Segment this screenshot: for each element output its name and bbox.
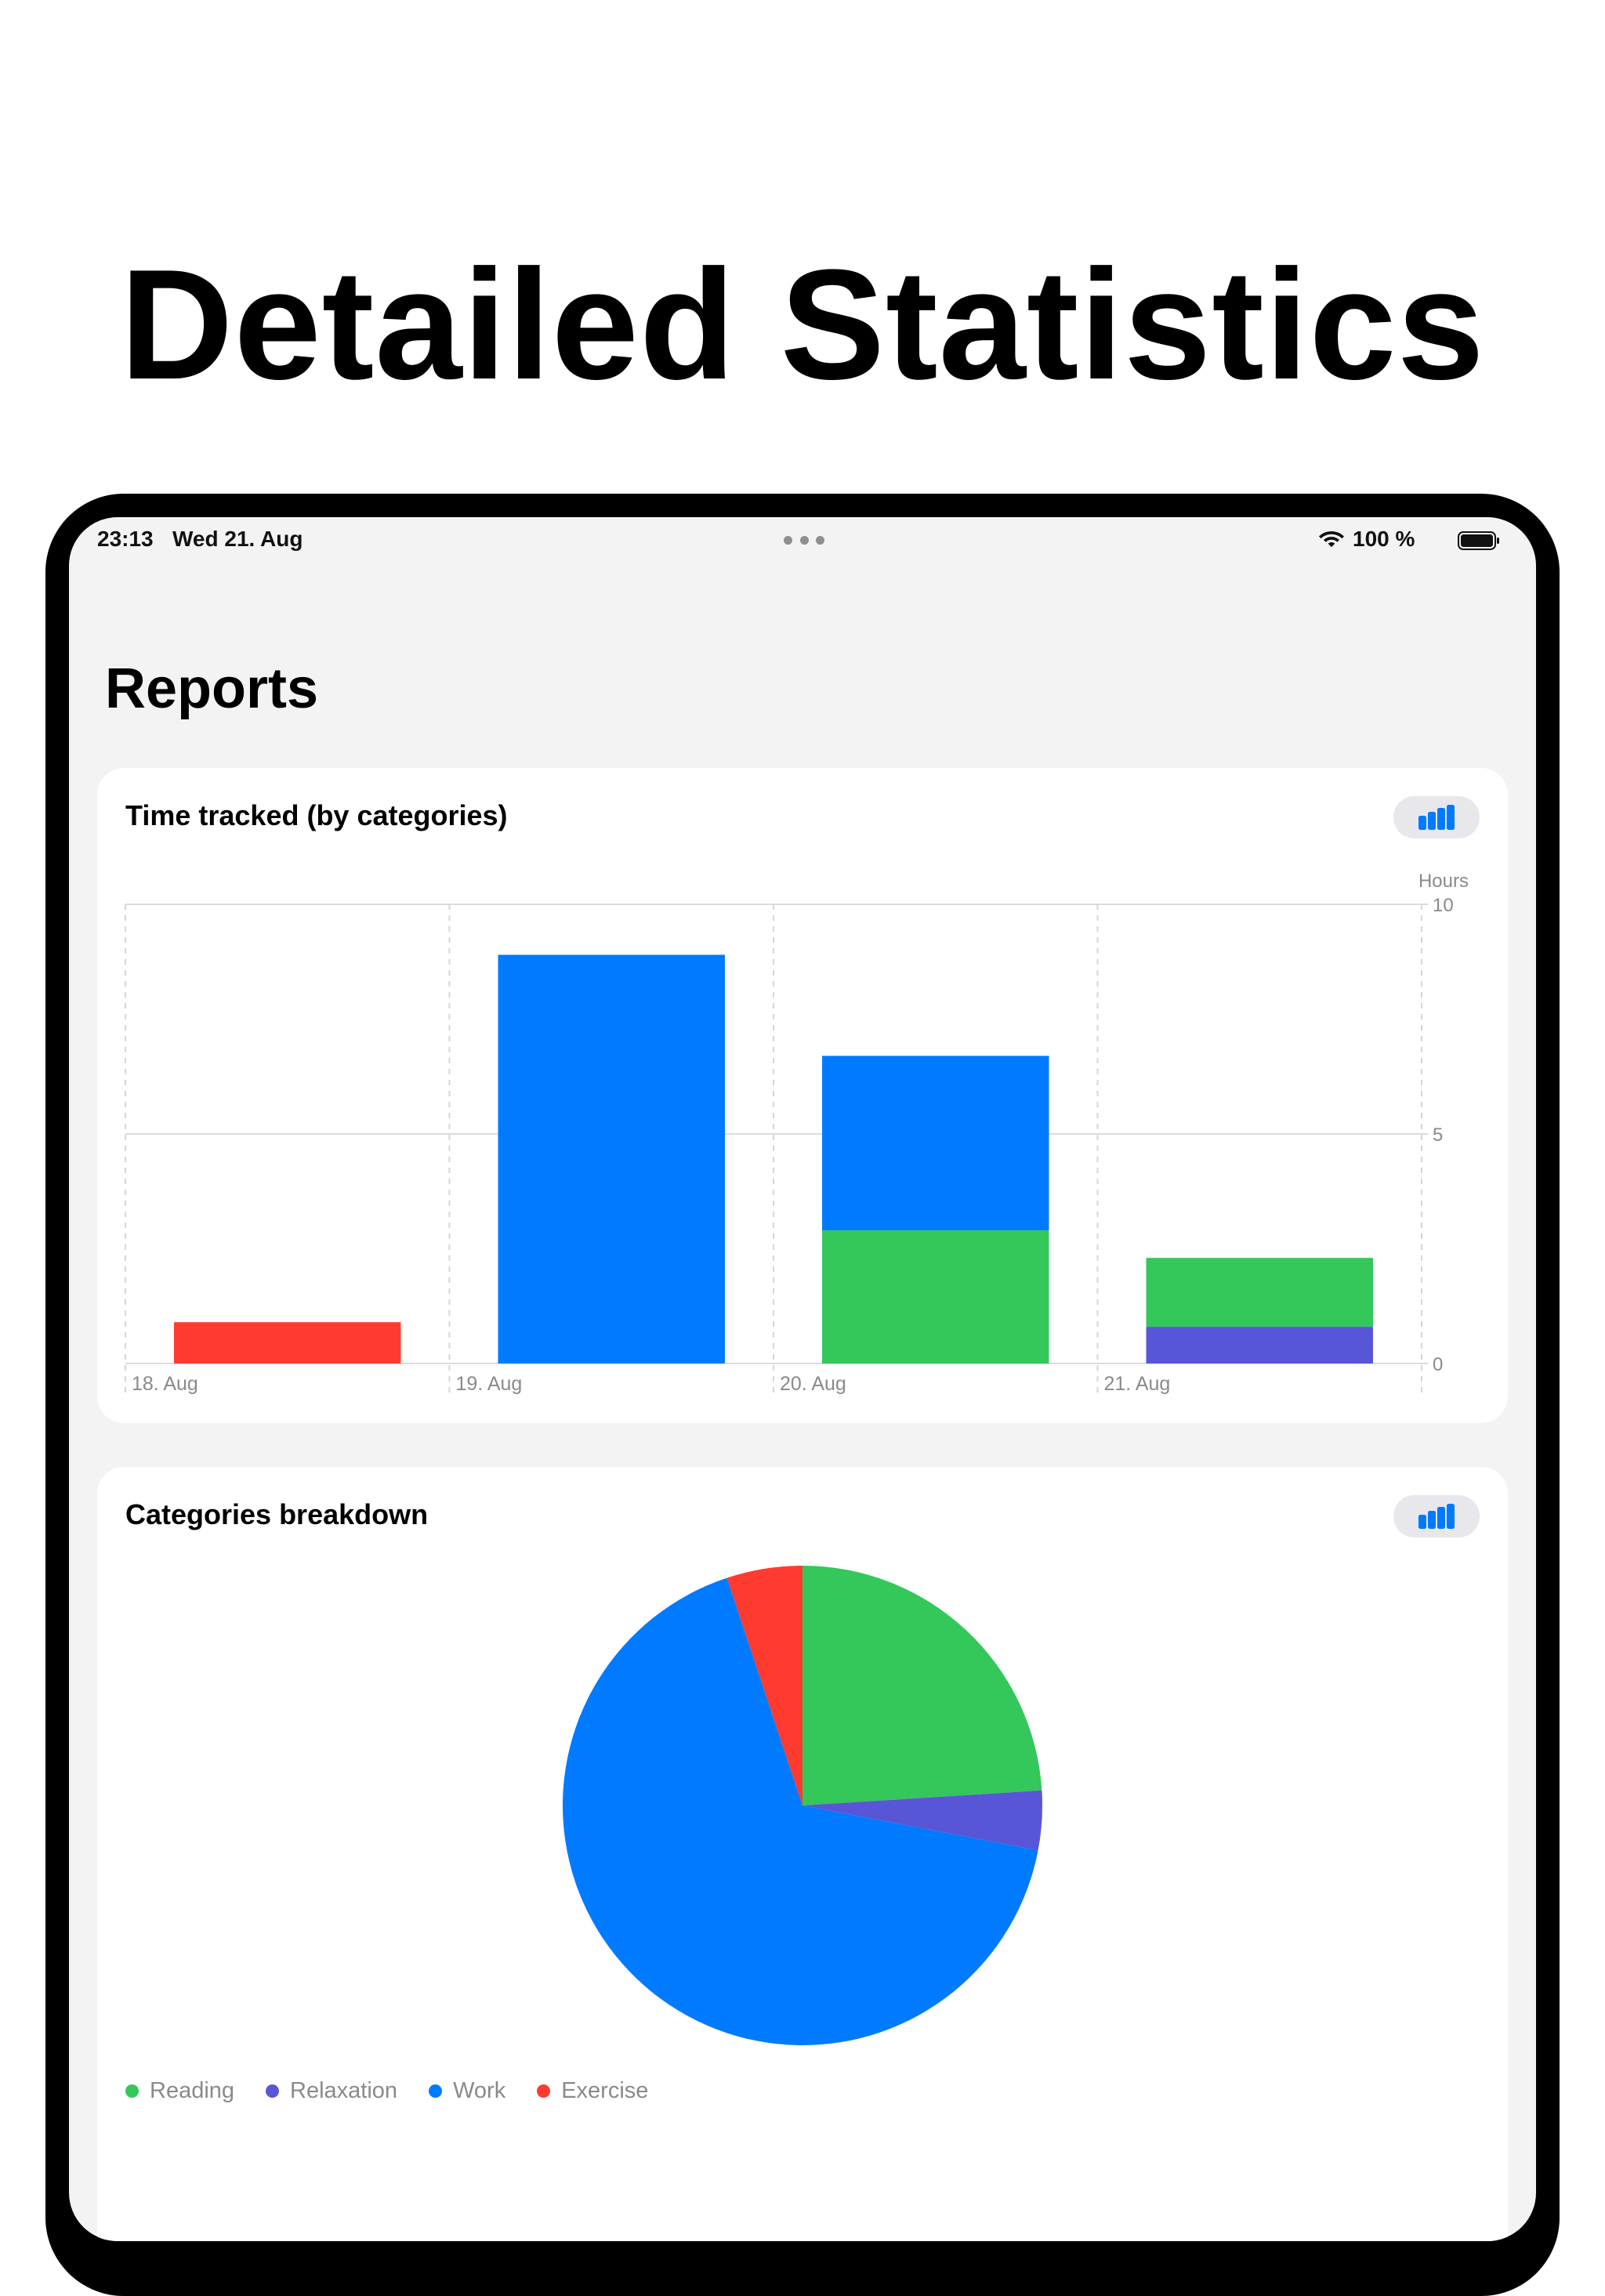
battery-percentage: 100 % — [1353, 527, 1415, 551]
x-tick-label: 19. Aug — [456, 1373, 523, 1395]
legend-item-exercise: Exercise — [537, 2078, 648, 2104]
bar-segment-reading — [1146, 1258, 1373, 1327]
bar-segment-exercise — [174, 1322, 401, 1363]
time-tracked-card: Time tracked (by categories) 10 5 0 Hours 18… — [97, 768, 1508, 1423]
pie-slice-work — [563, 1577, 1038, 2045]
pie-slice-relaxation — [802, 1790, 1042, 1851]
categories-pie-chart — [563, 1566, 1042, 2045]
legend-dot — [429, 2084, 443, 2098]
categories-breakdown-card: Categories breakdown Reading Relaxation Wo… — [97, 1467, 1508, 2241]
chart-type-toggle-button[interactable] — [1393, 796, 1480, 838]
status-time: 23:13 — [97, 527, 154, 551]
categories-breakdown-title: Categories breakdown — [125, 1498, 429, 1530]
headline: Detailed Statistics — [120, 237, 1485, 412]
pie-legend: Reading Relaxation Work Exercise — [125, 2075, 648, 2106]
legend-item-relaxation: Relaxation — [266, 2078, 397, 2104]
y-tick-label: 0 — [1433, 1354, 1443, 1375]
y-tick-label: 10 — [1433, 895, 1454, 916]
status-bar: 23:13 Wed 21. Aug 100 % — [69, 517, 1536, 564]
y-tick-label: 5 — [1433, 1124, 1443, 1146]
legend-dot — [537, 2084, 551, 2098]
app-screen: 23:13 Wed 21. Aug 100 % Reports Time tra… — [69, 517, 1536, 2241]
legend-dot — [125, 2084, 139, 2098]
status-date: Wed 21. Aug — [172, 527, 303, 551]
page-title: Reports — [105, 657, 319, 720]
x-tick-label: 20. Aug — [780, 1373, 846, 1395]
bar-chart-icon — [1418, 805, 1455, 830]
bar-segment-reading — [822, 1230, 1049, 1363]
legend-label: Relaxation — [290, 2077, 398, 2103]
bar-segment-relaxation — [1146, 1327, 1373, 1363]
chart-type-toggle-button[interactable] — [1393, 1495, 1480, 1537]
more-dots-icon[interactable] — [784, 534, 824, 545]
pie-slice-exercise — [726, 1566, 802, 1805]
y-axis-title: Hours — [1418, 871, 1469, 892]
legend-label: Exercise — [561, 2077, 649, 2103]
wifi-icon — [1319, 531, 1344, 548]
legend-dot — [266, 2084, 280, 2098]
bar-chart-icon — [1418, 1504, 1455, 1529]
status-indicators: 100 % — [1318, 525, 1506, 556]
legend-label: Work — [453, 2077, 506, 2103]
x-tick-label: 18. Aug — [132, 1373, 198, 1395]
time-tracked-bar-chart: 10 5 0 Hours 18. Aug 19. Aug 20. Aug 21. Aug — [125, 871, 1469, 1396]
battery-icon — [1458, 531, 1499, 550]
x-tick-label: 21. Aug — [1104, 1373, 1171, 1395]
bar-segment-work — [822, 1056, 1049, 1231]
legend-item-reading: Reading — [125, 2078, 234, 2104]
legend-label: Reading — [150, 2077, 235, 2103]
legend-item-work: Work — [429, 2078, 505, 2104]
bar-segment-work — [498, 954, 725, 1363]
time-tracked-title: Time tracked (by categories) — [125, 799, 508, 831]
pie-slice-reading — [802, 1566, 1042, 1805]
